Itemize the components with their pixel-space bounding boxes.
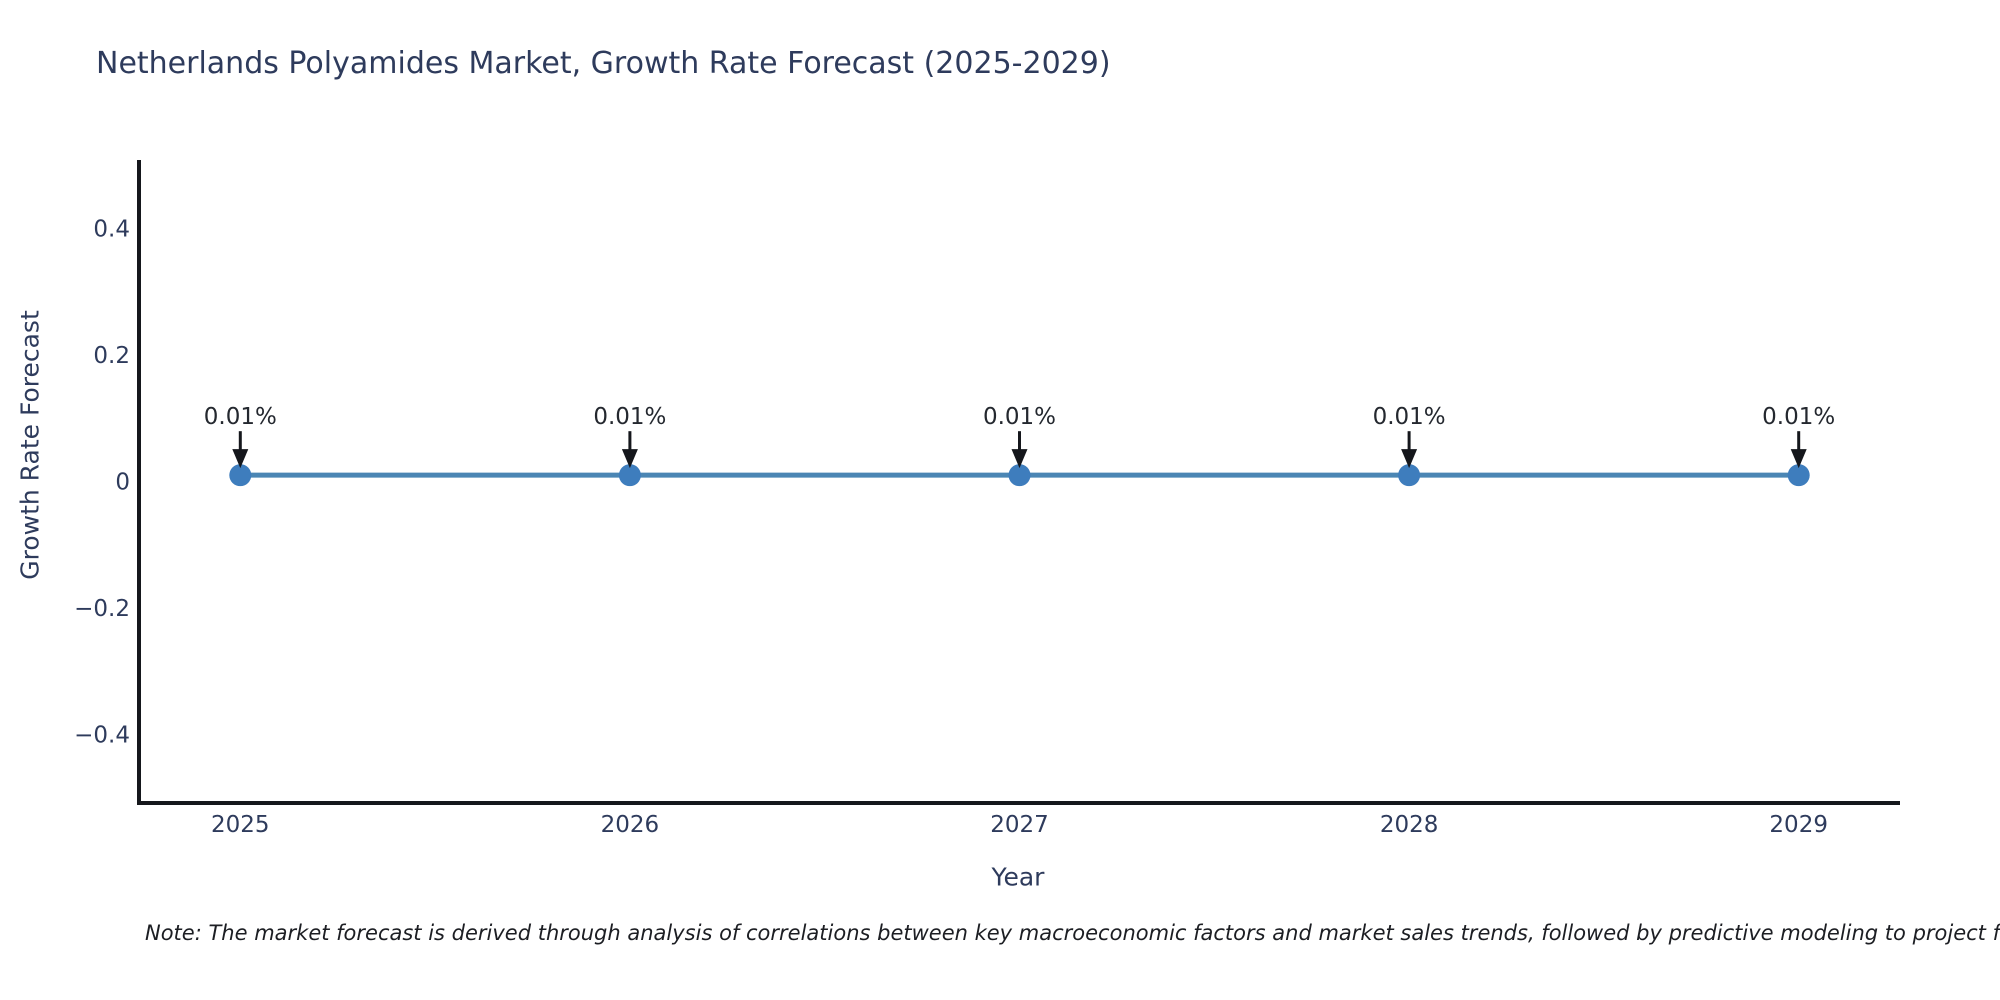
annotation-arrowhead-icon	[1401, 449, 1418, 469]
x-tick-label: 2026	[601, 812, 660, 838]
x-tick-label: 2025	[211, 812, 270, 838]
chart-title: Netherlands Polyamides Market, Growth Ra…	[96, 46, 1111, 81]
y-tick-label: 0.4	[93, 216, 130, 242]
data-point	[1008, 464, 1031, 487]
annotation-arrowhead-icon	[1011, 449, 1028, 469]
annotation-label: 0.01%	[1373, 404, 1446, 430]
annotation-arrowhead-icon	[232, 449, 249, 469]
y-tick-label: −0.2	[74, 596, 130, 622]
x-tick-label: 2028	[1380, 812, 1439, 838]
data-point	[1787, 464, 1810, 487]
annotation-arrowhead-icon	[621, 449, 638, 469]
annotation-label: 0.01%	[1762, 404, 1835, 430]
x-axis-title: Year	[991, 862, 1045, 892]
y-tick-label: 0	[115, 470, 130, 496]
annotation-label: 0.01%	[593, 404, 666, 430]
footnote: Note: The market forecast is derived thr…	[145, 921, 2000, 945]
data-point	[1398, 464, 1421, 487]
annotation-arrowhead-icon	[1790, 449, 1807, 469]
annotation-label: 0.01%	[983, 404, 1056, 430]
y-tick-label: −0.4	[74, 723, 130, 749]
annotation-label: 0.01%	[204, 404, 277, 430]
x-tick-label: 2027	[990, 812, 1049, 838]
data-point	[618, 464, 641, 487]
y-tick-label: 0.2	[93, 343, 130, 369]
x-tick-label: 2029	[1769, 812, 1828, 838]
data-point	[229, 464, 252, 487]
